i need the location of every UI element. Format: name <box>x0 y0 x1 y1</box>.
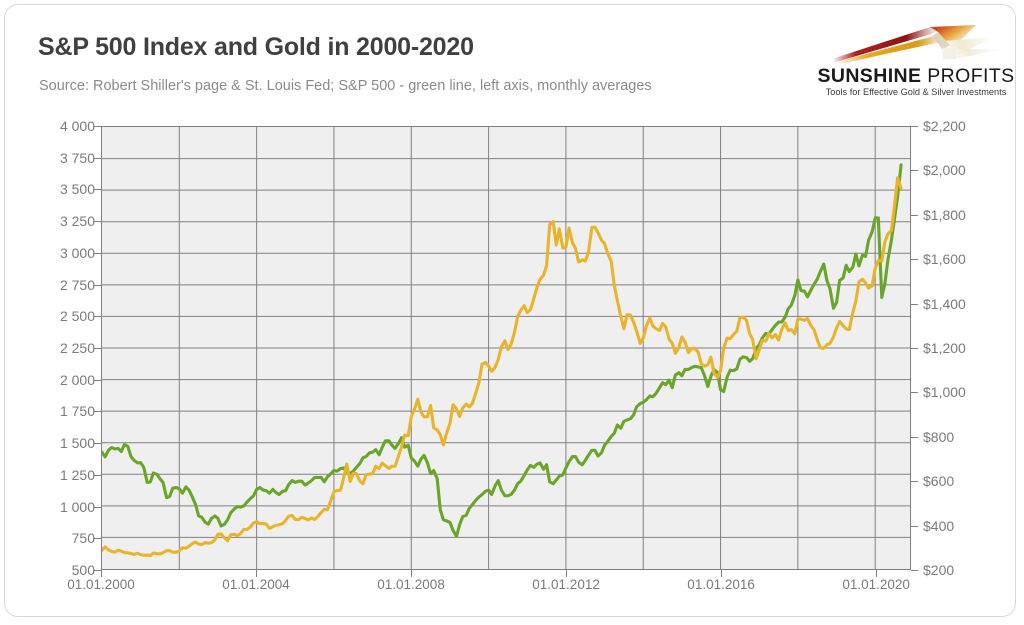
right-axis-tick-mark <box>911 214 918 216</box>
right-axis-tick-label: $1,200 <box>923 340 966 356</box>
left-axis-tick-mark <box>94 157 101 159</box>
left-axis-tick-mark <box>94 348 101 349</box>
left-axis-tick-mark <box>94 411 101 413</box>
logo-wordmark: SUNSHINE PROFITS <box>810 65 1015 88</box>
chart-subtitle: Source: Robert Shiller's page & St. Loui… <box>39 78 652 94</box>
left-axis-tick-label: 2 000 <box>59 371 95 388</box>
x-axis-tick-label: 01.01.2012 <box>532 577 600 592</box>
left-axis-tick-label: 3 250 <box>59 213 95 230</box>
x-axis-tick-mark <box>876 570 878 577</box>
x-axis-tick-label: 01.01.2020 <box>842 577 910 592</box>
right-axis-tick-mark <box>911 303 918 305</box>
right-axis-tick-label: $2,000 <box>923 162 966 179</box>
x-axis-tick-label: 01.01.2016 <box>687 577 755 592</box>
x-axis-tick-label: 01.01.2008 <box>377 577 445 592</box>
right-axis-tick-mark <box>911 392 918 394</box>
series-line-gold <box>102 178 901 556</box>
left-axis-tick-label: 1 750 <box>59 403 95 420</box>
left-axis-tick-mark <box>94 474 101 476</box>
x-axis-tick-mark <box>566 570 568 577</box>
right-axis-tick-label: $600 <box>923 473 955 490</box>
left-axis-tick-mark <box>94 189 101 191</box>
right-axis-tick-mark <box>911 570 918 571</box>
right-axis-tick-mark <box>911 259 918 261</box>
chart-card: S&P 500 Index and Gold in 2000-2020 Sour… <box>4 4 1016 617</box>
right-axis-tick-mark <box>911 170 918 172</box>
logo-tagline: Tools for Effective Gold & Silver Invest… <box>825 87 1007 97</box>
chart-plot-region: 500 750 1 000 1 250 1 500 1 750 2 000 2 250 2 50… <box>5 5 1015 616</box>
left-axis-tick-label: 1 250 <box>59 466 95 483</box>
left-axis-tick-label: 500 <box>71 562 95 578</box>
x-axis-tick-label: 01.01.2000 <box>67 577 135 592</box>
left-axis-tick-mark <box>94 221 101 223</box>
left-axis-tick-label: 1 000 <box>59 498 95 515</box>
right-axis-tick-mark <box>911 348 918 349</box>
left-axis-tick-label: 3 750 <box>59 149 95 166</box>
left-axis-tick-label: 3 000 <box>59 244 95 261</box>
chart-title: S&P 500 Index and Gold in 2000-2020 <box>38 33 474 61</box>
right-axis-tick-mark <box>911 436 918 438</box>
left-axis-tick-label: 4 000 <box>59 118 95 134</box>
left-axis-tick-label: 750 <box>71 530 95 547</box>
left-axis-tick-mark <box>94 252 101 254</box>
left-axis-tick-label: 3 500 <box>59 181 95 198</box>
left-axis-tick-mark <box>94 316 101 318</box>
x-axis-tick-label: 01.01.2004 <box>222 577 290 592</box>
right-axis-tick-mark <box>911 126 918 127</box>
right-axis-tick-label: $800 <box>923 428 955 445</box>
left-axis-tick-mark <box>94 284 101 286</box>
right-axis-tick-label: $400 <box>923 517 955 534</box>
left-axis-tick-label: 1 500 <box>59 435 95 452</box>
right-axis-tick-label: $1,800 <box>923 206 966 223</box>
left-axis-tick-label: 2 500 <box>59 308 95 325</box>
left-axis-tick-label: 2 250 <box>59 340 95 356</box>
x-axis-tick-mark <box>721 570 723 577</box>
left-axis-tick-mark <box>94 379 101 381</box>
right-axis-tick-label: $200 <box>923 562 955 578</box>
plot-area <box>101 126 911 570</box>
chart-svg <box>102 127 910 569</box>
right-axis-tick-label: $1,600 <box>923 251 966 268</box>
sunburst-logo-icon <box>832 25 1002 64</box>
logo-name-bold: SUNSHINE <box>817 65 922 87</box>
right-axis-tick-label: $1,400 <box>923 295 966 312</box>
left-axis-tick-mark <box>94 506 101 508</box>
x-axis-tick-mark <box>101 570 102 577</box>
logo-name-light: PROFITS <box>927 65 1015 87</box>
sunshine-profits-logo: SUNSHINE PROFITS Tools for Effective Gol… <box>810 23 1015 101</box>
right-axis-tick-label: $1,000 <box>923 384 966 401</box>
left-axis-tick-label: 2 750 <box>59 276 95 293</box>
right-axis-tick-mark <box>911 481 918 483</box>
left-axis-tick-mark <box>94 570 101 571</box>
left-axis-tick-mark <box>94 126 101 127</box>
right-axis-tick-label: $2,200 <box>923 118 966 134</box>
left-axis-tick-mark <box>94 443 101 445</box>
right-axis-tick-mark <box>911 525 918 527</box>
left-axis-tick-mark <box>94 538 101 540</box>
x-axis-tick-mark <box>256 570 258 577</box>
x-axis-tick-mark <box>411 570 413 577</box>
